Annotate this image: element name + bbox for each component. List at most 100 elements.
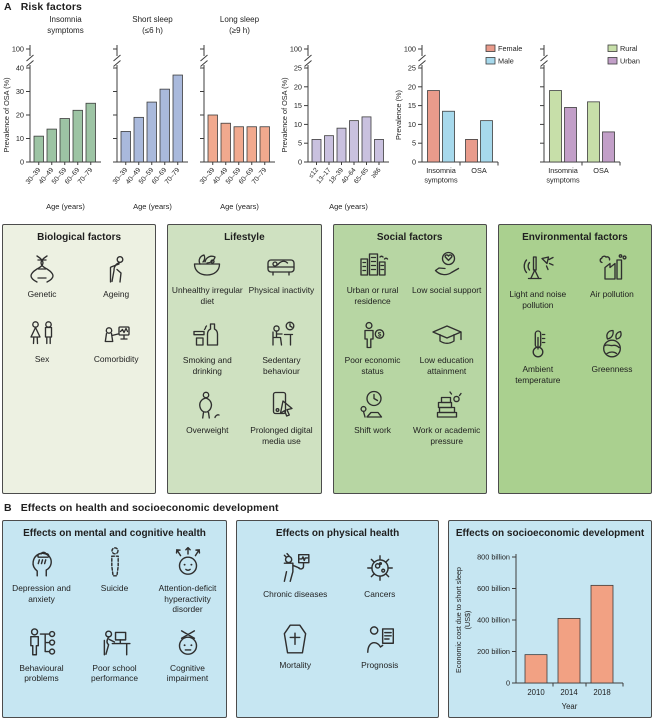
svg-text:20: 20 (408, 82, 416, 91)
svg-text:400 billion: 400 billion (477, 616, 510, 625)
svg-text:Age (years): Age (years) (329, 202, 368, 211)
short-sleep-by-age-chart: Short sleep(≤6 h)30–3940–4950–5960–6970–… (112, 15, 188, 211)
physical-health-box: Effects on physical health Chronic disea… (236, 520, 439, 718)
svg-text:symptoms: symptoms (424, 176, 458, 185)
svg-text:100: 100 (290, 45, 302, 54)
adhd-head-icon (171, 545, 205, 579)
risk-item-light-noise: Light and noise pollution (501, 253, 575, 310)
effect-item-behavioural: Behavioural problems (5, 625, 78, 684)
svg-text:5: 5 (298, 139, 302, 148)
prognosis-document-icon (363, 622, 397, 656)
svg-text:Prevalence (%): Prevalence (%) (394, 90, 403, 140)
svg-text:2018: 2018 (593, 688, 610, 697)
crossed-brain-icon (171, 625, 205, 659)
svg-text:10: 10 (16, 134, 24, 143)
box-title: Lifestyle (224, 232, 265, 243)
item-label: Unhealthy irregular diet (171, 285, 243, 306)
svg-text:2014: 2014 (560, 688, 578, 697)
item-label: Low education attainment (419, 355, 474, 376)
risk-item-sedentary: Sedentary behaviour (244, 319, 318, 376)
patient-monitor-icon (278, 551, 312, 585)
risk-item-education: Low education attainment (410, 319, 484, 376)
svg-text:Insomnia: Insomnia (49, 15, 82, 24)
male-female-icon (26, 318, 58, 350)
svg-text:(≥9 h): (≥9 h) (229, 26, 250, 35)
item-label: Air pollution (590, 289, 634, 299)
item-label: Chronic diseases (263, 589, 328, 599)
item-label: Greenness (591, 364, 633, 374)
svg-text:≥86: ≥86 (370, 167, 383, 180)
item-label: Mortality (279, 659, 312, 670)
svg-text:Insomnia: Insomnia (426, 166, 457, 175)
smartphone-hand-icon (265, 389, 297, 421)
risk-item-smoking-drinking: Smoking and drinking (170, 319, 244, 376)
panel-a-charts: Insomnia symptoms 100 0 10 20 30 40 Prevalence o… (2, 12, 652, 217)
mental-health-box: Effects on mental and cognitive health D… (2, 520, 227, 718)
svg-text:Prevalence of OSA (%): Prevalence of OSA (%) (2, 77, 11, 152)
svg-text:(≤6 h): (≤6 h) (142, 26, 163, 35)
item-label: Poor school performance (90, 662, 138, 684)
risk-item-shift-work: Shift work (336, 389, 410, 446)
graduation-cap-icon (431, 319, 463, 351)
svg-text:Rural: Rural (620, 44, 638, 53)
svg-text:Female: Female (498, 44, 522, 53)
effect-item-depression: Depression and anxiety (5, 545, 78, 615)
svg-text:15: 15 (408, 101, 416, 110)
svg-text:25: 25 (294, 64, 302, 73)
economic-cost-chart: 0 200 billion 400 billion 600 billion 800 bi… (454, 553, 624, 711)
svg-text:Male: Male (498, 56, 514, 65)
risk-item-overweight: Overweight (170, 389, 244, 446)
risk-item-work-pressure: Work or academic pressure (410, 389, 484, 446)
socioeconomic-box: Effects on socioeconomic development 0 20… (448, 520, 652, 718)
item-label: Urban or rural residence (346, 285, 399, 306)
item-label: Work or academic pressure (413, 425, 481, 446)
cancer-cell-icon (363, 551, 397, 585)
svg-text:30: 30 (16, 87, 24, 96)
svg-text:Year: Year (562, 702, 578, 711)
branching-person-icon (25, 625, 59, 659)
svg-text:Age (years): Age (years) (220, 202, 259, 211)
item-label: Overweight (186, 425, 229, 435)
dashed-figure-icon (98, 545, 132, 579)
effect-item-school: Poor school performance (78, 625, 151, 684)
book-stack-icon (431, 389, 463, 421)
effect-item-mortality: Mortality (253, 622, 338, 671)
elderly-person-icon (100, 253, 132, 285)
svg-text:Age (years): Age (years) (46, 202, 85, 211)
risk-item-comorbidity: Comorbidity (79, 318, 153, 365)
svg-text:Economic cost due to short sle: Economic cost due to short sleep (454, 567, 463, 673)
svg-text:0: 0 (506, 679, 510, 688)
svg-text:65–85: 65–85 (353, 167, 370, 186)
svg-text:200 billion: 200 billion (477, 647, 510, 656)
risk-item-inactivity: Physical inactivity (244, 249, 318, 306)
item-label: Depression and anxiety (12, 583, 71, 604)
item-label: Behavioural problems (19, 662, 64, 684)
item-label: Shift work (354, 425, 391, 435)
risk-item-air-pollution: Air pollution (575, 253, 649, 310)
box-title: Social factors (376, 232, 443, 243)
risk-item-temperature: Ambient temperature (501, 328, 575, 385)
effect-item-cognitive: Cognitive impairment (151, 625, 224, 684)
svg-text:OSA: OSA (471, 166, 487, 175)
svg-text:Long sleep: Long sleep (220, 15, 260, 24)
box-title: Effects on socioeconomic development (455, 528, 645, 539)
svg-text:600 billion: 600 billion (477, 584, 510, 593)
item-label: Poor economic status (344, 355, 401, 376)
svg-text:10: 10 (408, 120, 416, 129)
insomnia-symptoms-by-age-chart: Insomnia symptoms 100 0 10 20 30 40 Prevalence o… (2, 15, 101, 211)
svg-text:0: 0 (412, 158, 416, 167)
svg-text:70–79: 70–79 (77, 167, 95, 186)
effect-item-adhd: Attention-deficit hyperactivity disorder (151, 545, 224, 615)
risk-item-ageing: Ageing (79, 253, 153, 300)
prevalence-by-sex-chart: 100 0 5 10 15 20 25 Prevalence (%) Insomniasympt… (394, 44, 522, 185)
svg-text:Age (years): Age (years) (133, 202, 172, 211)
factory-smoke-icon (596, 253, 628, 285)
box-title: Effects on mental and cognitive health (23, 528, 206, 539)
box-title: Environmental factors (522, 232, 628, 243)
svg-text:Short sleep: Short sleep (132, 15, 173, 24)
item-label: Genetic (27, 289, 57, 299)
item-label: Prolonged digital media use (250, 425, 313, 446)
